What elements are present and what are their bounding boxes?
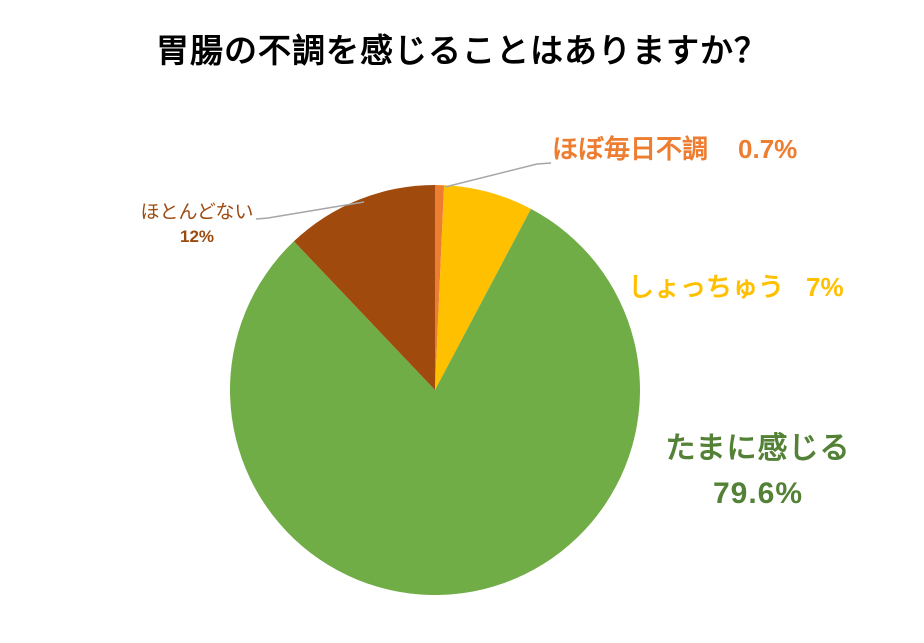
leader-line-1 xyxy=(255,201,365,220)
data-label-frequently: しょっちゅう 7% xyxy=(628,267,844,304)
data-label-category: たまに感じる xyxy=(665,432,851,465)
data-label-sometimes: たまに感じる 79.6% xyxy=(628,426,888,516)
leader-line-0 xyxy=(444,162,552,188)
data-label-value: 7% xyxy=(806,272,844,302)
pie-slice-3 xyxy=(293,185,435,390)
data-label-category: ほぼ毎日不調 xyxy=(552,134,709,164)
data-label-almost-daily: ほぼ毎日不調 0.7% xyxy=(552,129,797,166)
data-label-category: しょっちゅう xyxy=(628,272,785,302)
data-label-value: 79.6% xyxy=(712,477,804,510)
pie-slice-1 xyxy=(435,185,531,390)
data-label-rarely: ほとんどない 12% xyxy=(117,200,277,249)
data-label-category: ほとんどない xyxy=(140,202,254,223)
data-label-value: 12% xyxy=(179,226,215,246)
data-label-value: 0.7% xyxy=(738,134,798,164)
chart-title: 胃腸の不調を感じることはありますか？ xyxy=(156,32,768,69)
pie-slice-2 xyxy=(230,208,641,596)
pie-slice-0 xyxy=(435,185,445,390)
